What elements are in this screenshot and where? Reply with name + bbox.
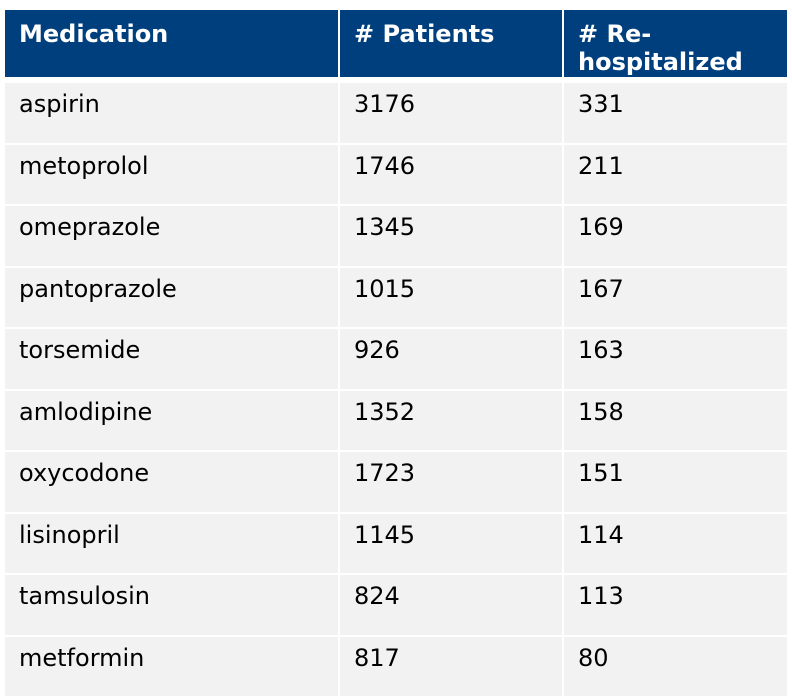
cell-medication: aspirin [5, 83, 340, 145]
table-row: metformin 817 80 [5, 636, 787, 698]
table-row: pantoprazole 1015 167 [5, 267, 787, 329]
header-row: Medication # Patients # Re- hospitalized [5, 10, 787, 83]
cell-rehospitalized: 211 [564, 144, 787, 206]
cell-rehospitalized: 169 [564, 206, 787, 268]
cell-patients: 926 [340, 329, 564, 391]
cell-patients: 1015 [340, 267, 564, 329]
cell-rehospitalized: 114 [564, 513, 787, 575]
cell-patients: 1723 [340, 452, 564, 514]
table-row: oxycodone 1723 151 [5, 452, 787, 514]
cell-rehospitalized: 158 [564, 390, 787, 452]
cell-medication: pantoprazole [5, 267, 340, 329]
table-row: torsemide 926 163 [5, 329, 787, 391]
cell-patients: 1352 [340, 390, 564, 452]
cell-medication: metformin [5, 636, 340, 698]
table-row: aspirin 3176 331 [5, 83, 787, 145]
header-rehospitalized-line1: # Re- [578, 20, 652, 48]
cell-rehospitalized: 151 [564, 452, 787, 514]
cell-rehospitalized: 331 [564, 83, 787, 145]
table-row: metoprolol 1746 211 [5, 144, 787, 206]
cell-medication: amlodipine [5, 390, 340, 452]
cell-medication: lisinopril [5, 513, 340, 575]
table-row: omeprazole 1345 169 [5, 206, 787, 268]
cell-medication: omeprazole [5, 206, 340, 268]
cell-patients: 824 [340, 575, 564, 637]
cell-medication: metoprolol [5, 144, 340, 206]
header-rehospitalized: # Re- hospitalized [564, 10, 787, 83]
table-row: tamsulosin 824 113 [5, 575, 787, 637]
cell-medication: tamsulosin [5, 575, 340, 637]
table-header: Medication # Patients # Re- hospitalized [5, 10, 787, 83]
cell-medication: oxycodone [5, 452, 340, 514]
header-rehospitalized-line2: hospitalized [578, 48, 743, 76]
medication-rehospitalization-table: Medication # Patients # Re- hospitalized… [5, 10, 787, 698]
cell-medication: torsemide [5, 329, 340, 391]
header-patients: # Patients [340, 10, 564, 83]
cell-patients: 1345 [340, 206, 564, 268]
cell-rehospitalized: 163 [564, 329, 787, 391]
table-body: aspirin 3176 331 metoprolol 1746 211 ome… [5, 83, 787, 698]
table-row: amlodipine 1352 158 [5, 390, 787, 452]
header-medication: Medication [5, 10, 340, 83]
cell-rehospitalized: 167 [564, 267, 787, 329]
cell-patients: 817 [340, 636, 564, 698]
cell-patients: 3176 [340, 83, 564, 145]
cell-rehospitalized: 80 [564, 636, 787, 698]
cell-patients: 1746 [340, 144, 564, 206]
cell-rehospitalized: 113 [564, 575, 787, 637]
table-row: lisinopril 1145 114 [5, 513, 787, 575]
cell-patients: 1145 [340, 513, 564, 575]
